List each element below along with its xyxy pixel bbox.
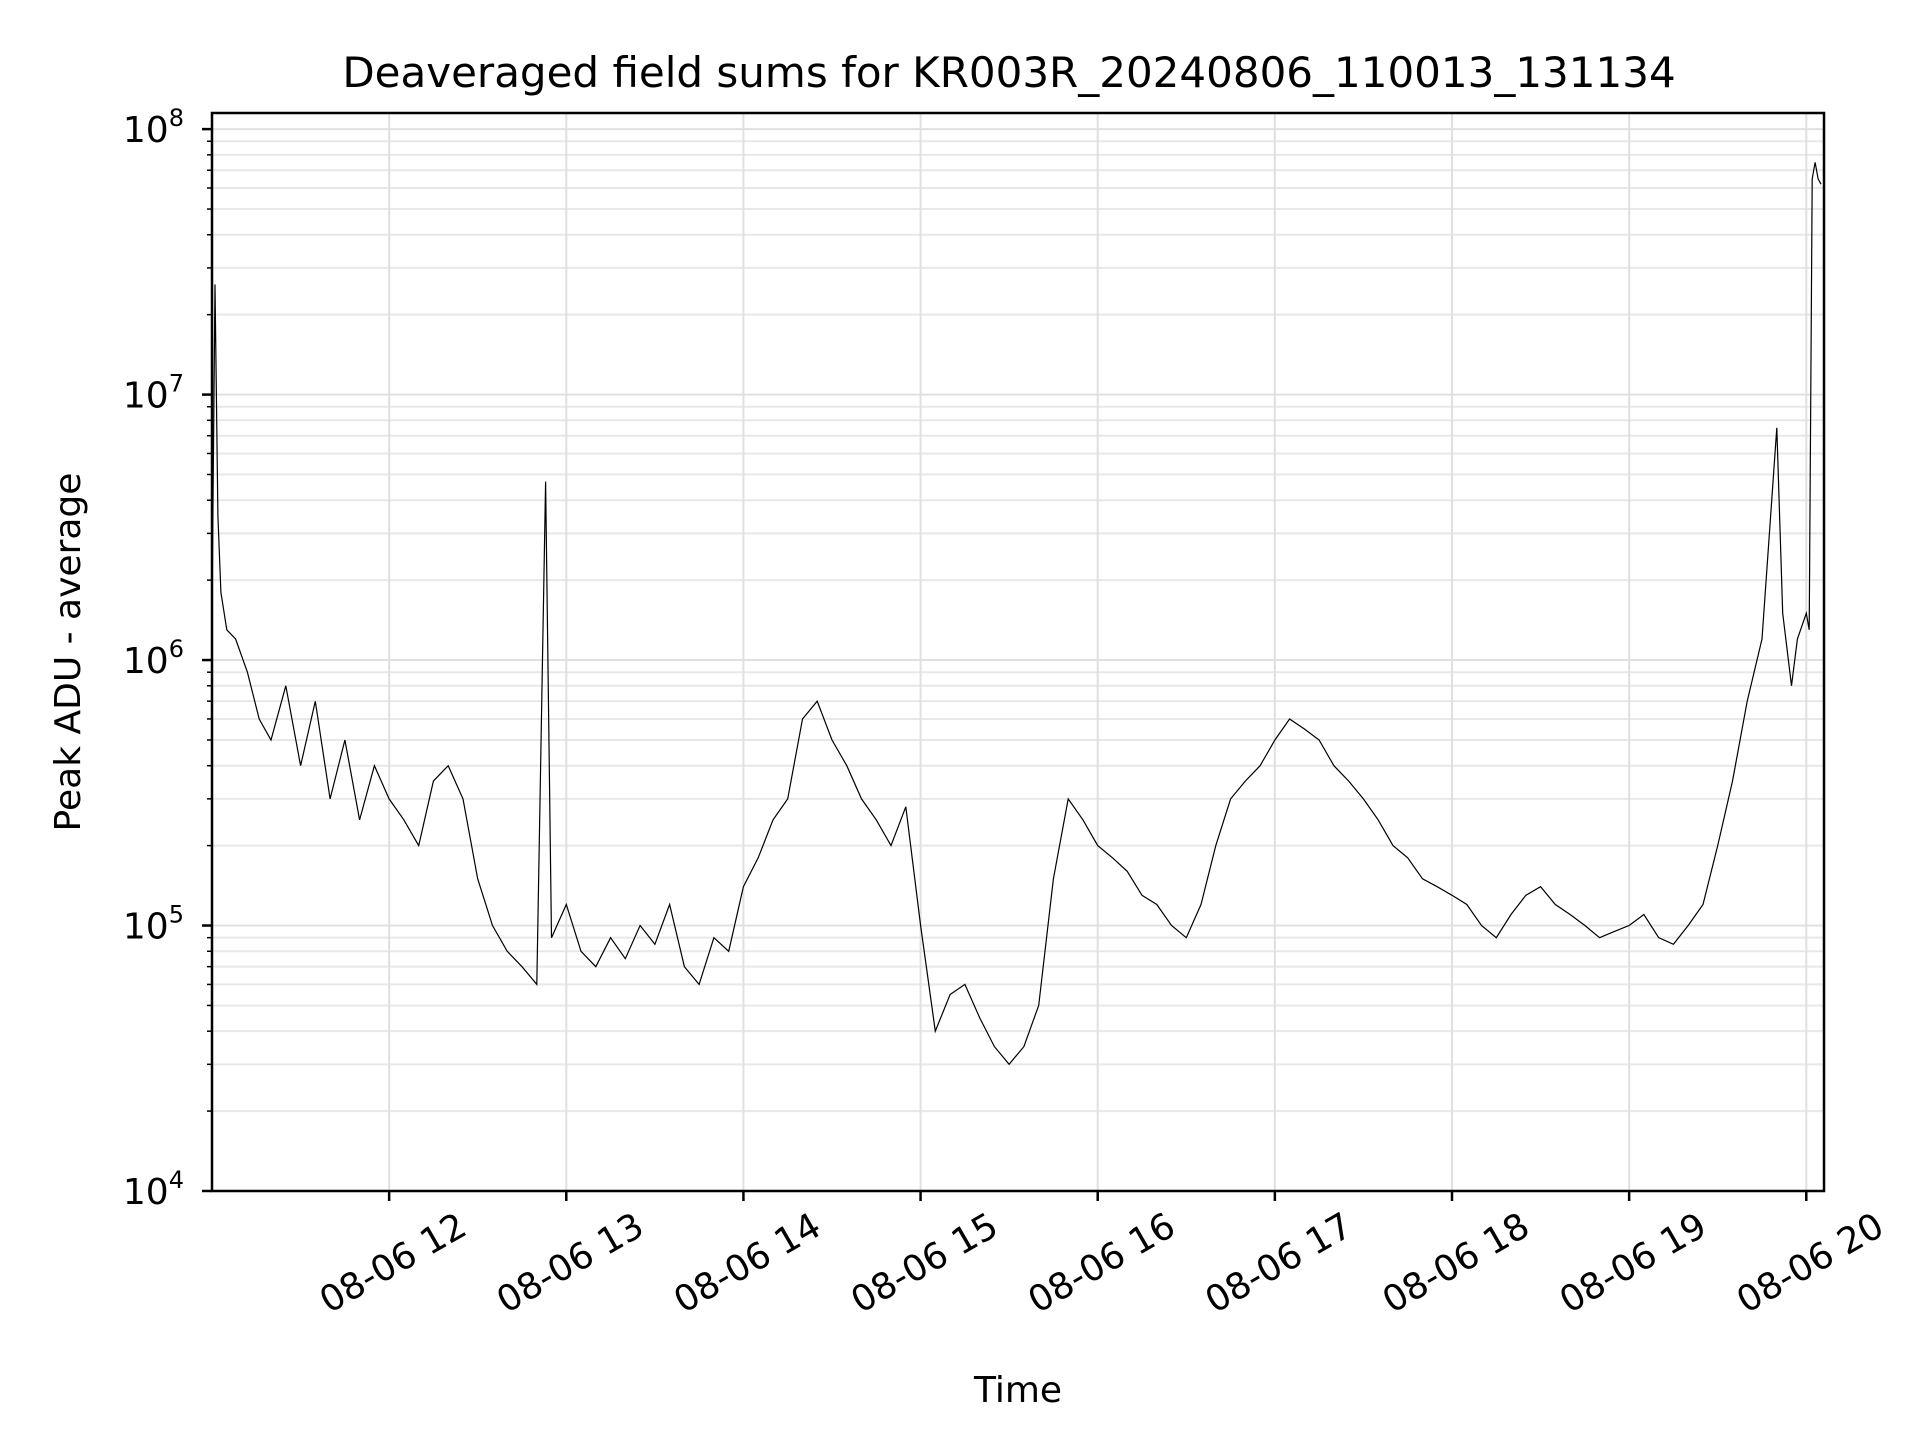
y-tick-exponent: 7: [169, 370, 184, 398]
y-tick-label: 108: [123, 104, 184, 151]
y-tick-exponent: 8: [169, 104, 184, 132]
y-tick-label: 107: [123, 370, 184, 417]
y-tick-exponent: 4: [169, 1166, 184, 1194]
y-tick-base: 10: [123, 907, 169, 948]
x-axis-label: Time: [973, 1370, 1062, 1411]
chart-title: Deaveraged field sums for KR003R_2024080…: [342, 48, 1675, 97]
grid: [212, 113, 1824, 1192]
series-layer: [211, 162, 1822, 1066]
y-tick-label: 105: [123, 901, 184, 948]
y-tick-label: 104: [123, 1166, 184, 1213]
y-axis-label: Peak ADU - average: [48, 473, 89, 832]
y-tick-exponent: 6: [169, 635, 184, 663]
y-tick-exponent: 5: [169, 901, 184, 929]
y-tick-base: 10: [123, 376, 169, 417]
y-tick-base: 10: [123, 110, 169, 151]
y-tick-base: 10: [123, 1172, 169, 1213]
y-tick-base: 10: [123, 641, 169, 682]
series-line: [211, 162, 1822, 1066]
y-tick-label: 106: [123, 635, 184, 682]
plot-frame: [210, 111, 1826, 1193]
